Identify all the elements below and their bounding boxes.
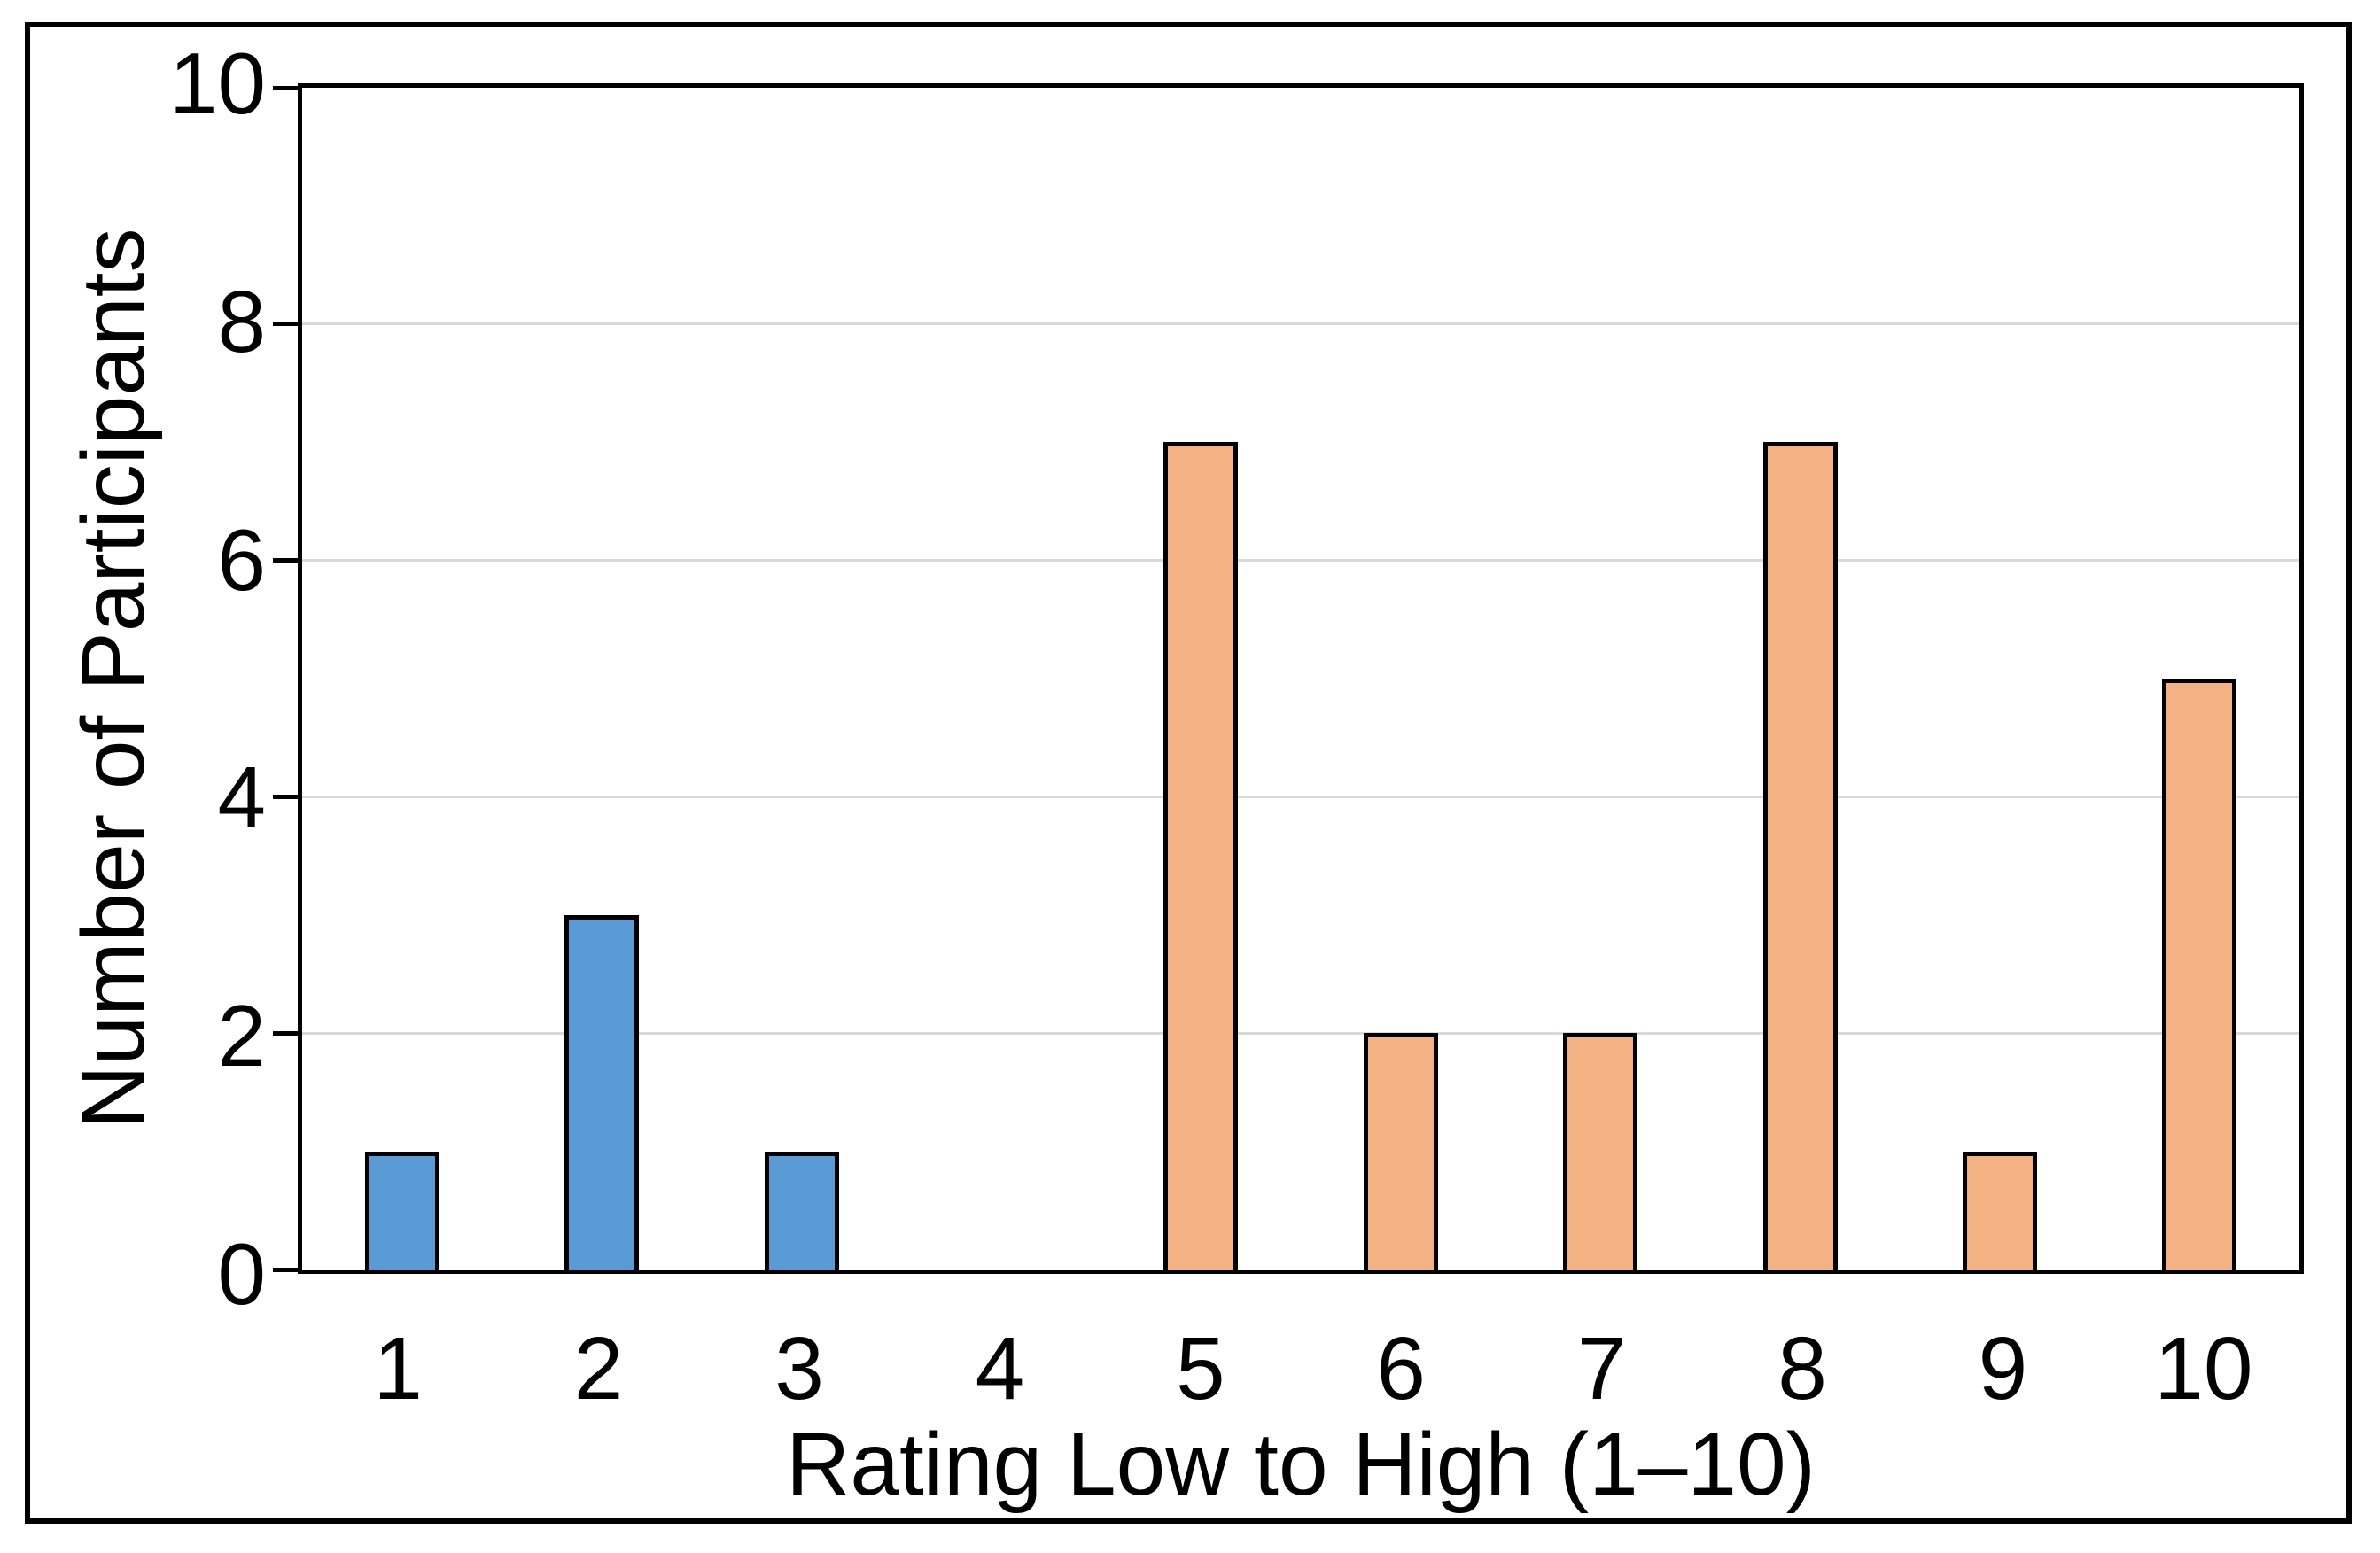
bars-container: [302, 88, 2299, 1270]
y-tick-10: [273, 85, 298, 90]
y-axis-label-8: 8: [217, 272, 266, 370]
bar-slot-4: [901, 88, 1101, 1270]
x-axis-title: Rating Low to High (1–10): [786, 1415, 1816, 1514]
y-tick-6: [273, 558, 298, 563]
y-tick-2: [273, 1030, 298, 1036]
x-axis-label-6: 6: [1376, 1319, 1427, 1418]
y-tick-0: [273, 1267, 298, 1272]
y-axis-label-4: 4: [217, 749, 266, 847]
x-axis-label-2: 2: [573, 1319, 624, 1418]
y-axis-labels: 0 2 4 6 8 10: [106, 39, 266, 1318]
bar-rating-7: [1563, 1033, 1638, 1270]
bar-rating-2: [564, 914, 640, 1270]
x-axis-label-3: 3: [774, 1319, 824, 1418]
bar-slot-2: [502, 88, 701, 1270]
bar-rating-1: [364, 1151, 439, 1270]
bar-slot-7: [1500, 88, 1699, 1270]
bar-rating-5: [1163, 442, 1239, 1270]
bar-slot-8: [1700, 88, 1900, 1270]
figure-border: [25, 22, 2352, 1524]
bar-slot-9: [1900, 88, 2099, 1270]
bar-rating-3: [764, 1151, 839, 1270]
x-axis-label-9: 9: [1978, 1319, 2028, 1418]
gridline-8: [302, 322, 2299, 326]
y-tick-8: [273, 322, 298, 327]
bar-slot-5: [1101, 88, 1301, 1270]
plot-area: [273, 83, 2304, 1274]
bar-rating-10: [2162, 679, 2237, 1270]
bar-slot-3: [702, 88, 901, 1270]
bar-slot-6: [1301, 88, 1500, 1270]
y-axis-label-10: 10: [168, 35, 266, 132]
x-axis-labels: 1 2 3 4 5 6 7 8 9 10: [298, 1324, 2304, 1413]
x-axis-label-7: 7: [1576, 1319, 1627, 1418]
y-axis-label-0: 0: [217, 1225, 266, 1323]
x-axis-label-1: 1: [373, 1319, 424, 1418]
x-axis-label-5: 5: [1176, 1319, 1225, 1418]
gridline-6: [302, 559, 2299, 563]
bar-rating-8: [1762, 442, 1838, 1270]
bar-slot-10: [2100, 88, 2299, 1270]
bar-rating-9: [1962, 1151, 2037, 1270]
gridline-4: [302, 795, 2299, 798]
y-tick-4: [273, 794, 298, 799]
x-axis-label-10: 10: [2154, 1319, 2253, 1418]
y-axis-label-2: 2: [217, 987, 266, 1085]
x-axis-label-4: 4: [975, 1319, 1025, 1418]
y-axis-label-6: 6: [217, 510, 266, 609]
x-axis-label-8: 8: [1777, 1319, 1827, 1418]
bar-rating-6: [1363, 1033, 1438, 1270]
bar-slot-1: [302, 88, 502, 1270]
gridline-2: [302, 1031, 2299, 1035]
